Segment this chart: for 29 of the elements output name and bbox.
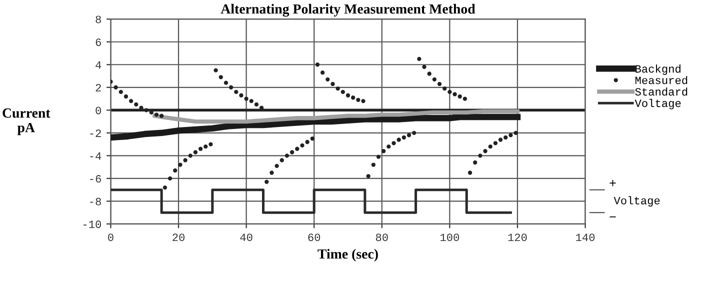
legend-label: Backgnd: [636, 64, 680, 75]
y-tick-label: 8: [96, 16, 101, 24]
legend-label: Voltage: [634, 98, 681, 110]
text: +: [610, 180, 616, 186]
y-tick-label: 0: [96, 106, 102, 114]
y-tick-label: 6: [96, 38, 101, 46]
x-tick-label: 40: [240, 234, 252, 242]
x-tick-label: 20: [172, 234, 184, 242]
y-tick-label: -4: [90, 152, 102, 160]
y-tick-label: -6: [90, 175, 101, 183]
x-axis-title: Time (sec): [318, 248, 378, 262]
x-tick-label: 80: [376, 234, 388, 242]
chart-title: Alternating Polarity Measurement Method: [220, 4, 476, 17]
x-tick-label: 120: [508, 234, 527, 242]
legend-label: Measured: [635, 76, 688, 84]
text: Voltage: [614, 196, 660, 207]
y-axis-title: Current pA: [2, 108, 50, 136]
legend-label: Standard: [635, 87, 688, 96]
y-tick-label: -8: [90, 198, 101, 206]
x-tick-label: 100: [440, 234, 459, 242]
line-series: [152, 109, 520, 124]
y-tick-label: 4: [96, 61, 102, 69]
y-tick-label: 2: [96, 84, 101, 92]
text: −: [610, 216, 616, 218]
y-tick-label: -2: [90, 130, 101, 137]
x-tick-label: 60: [308, 234, 320, 242]
x-tick-label: 0: [108, 234, 114, 242]
x-tick-label: 140: [576, 234, 595, 242]
y-tick-label: -10: [84, 220, 102, 228]
